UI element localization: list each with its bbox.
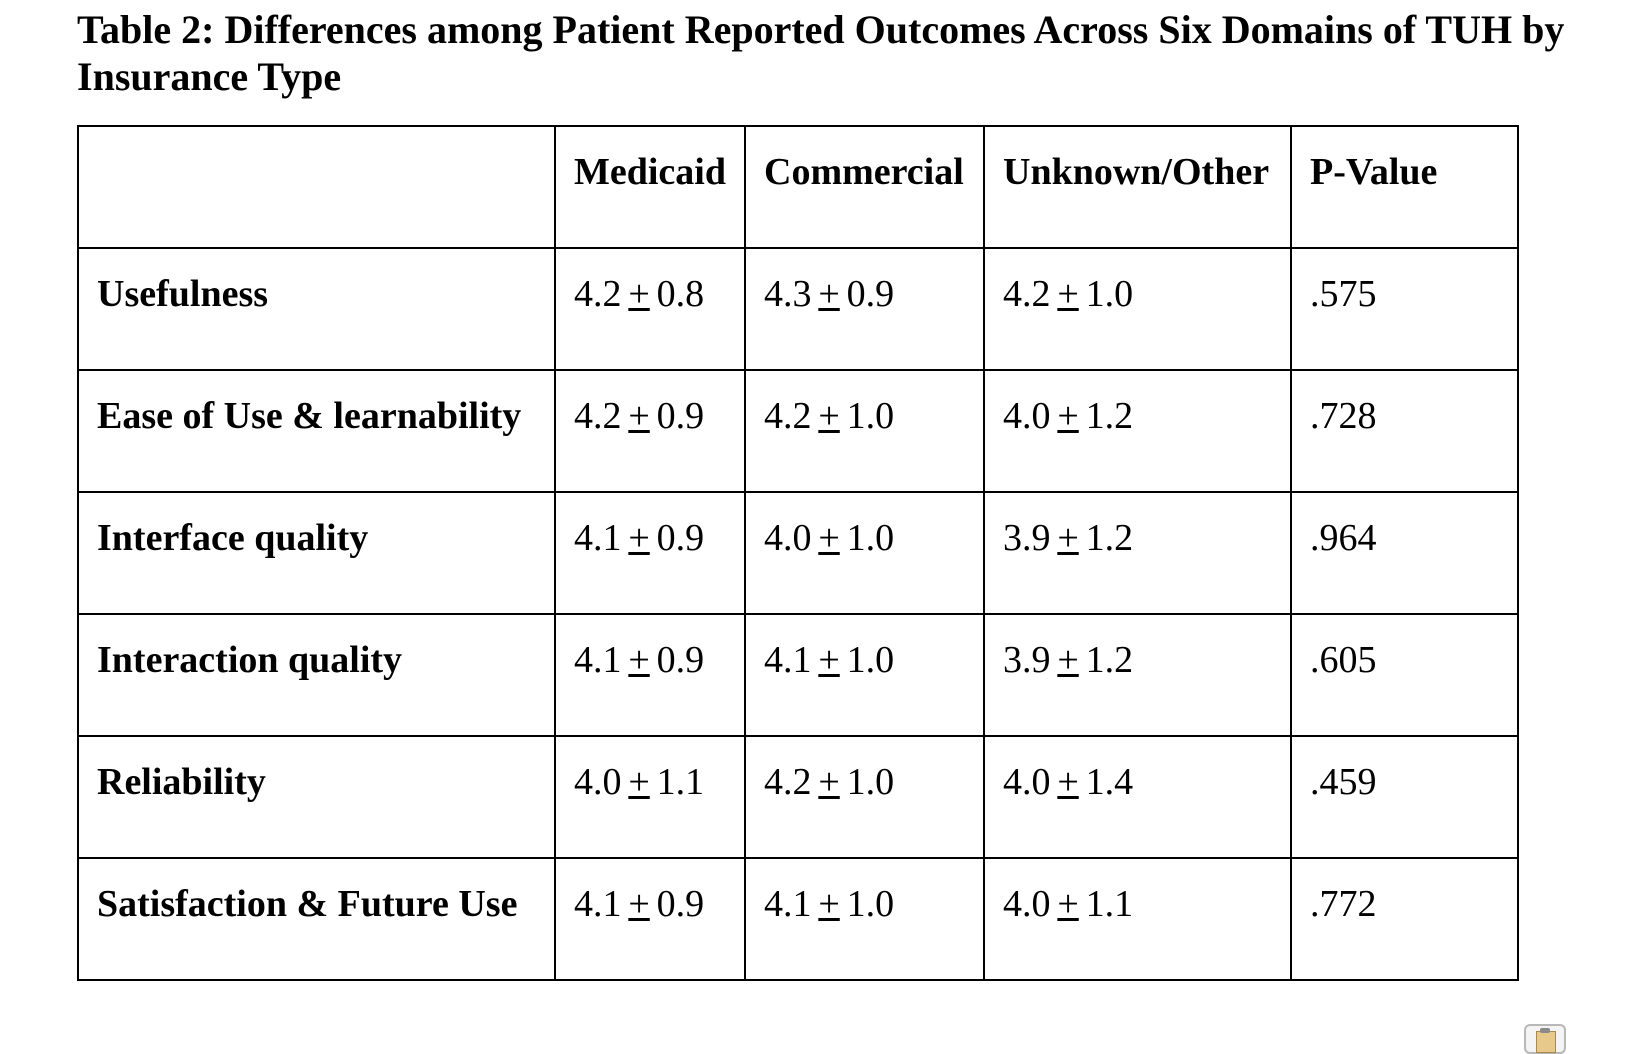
table-row: Satisfaction & Future Use 4.1 +0.9 4.1 +1.0 4… [77, 857, 1519, 981]
mean-value: 4.0 [1003, 761, 1051, 803]
unknown-other-cell: 4.0 +1.1 [983, 857, 1292, 981]
medicaid-cell: 4.2 +0.8 [554, 247, 746, 371]
medicaid-cell: 4.1 +0.9 [554, 857, 746, 981]
p-value-cell: .728 [1290, 369, 1519, 493]
mean-value: 4.0 [574, 761, 622, 803]
mean-value: 3.9 [1003, 639, 1051, 681]
plus-minus-sign: + [818, 517, 840, 559]
mean-value: 4.2 [574, 273, 622, 315]
sd-value: 1.4 [1085, 761, 1134, 803]
commercial-cell: 4.3 +0.9 [744, 247, 985, 371]
plus-minus-sign: + [818, 639, 840, 681]
plus-minus-sign: + [628, 761, 650, 803]
mean-value: 4.2 [764, 761, 812, 803]
medicaid-cell: 4.2 +0.9 [554, 369, 746, 493]
p-value-cell: .964 [1290, 491, 1519, 615]
unknown-other-cell: 4.0 +1.4 [983, 735, 1292, 859]
row-label: Reliability [77, 735, 556, 859]
header-unknown-other: Unknown/Other [983, 125, 1292, 249]
sd-value: 0.9 [656, 883, 705, 925]
sd-value: 0.9 [656, 639, 705, 681]
plus-minus-sign: + [628, 273, 650, 315]
table-row: Interface quality 4.1 +0.9 4.0 +1.0 3.9 +1.2.9… [77, 491, 1519, 615]
plus-minus-sign: + [818, 883, 840, 925]
header-row: Medicaid Commercial Unknown/Other P-Valu… [77, 125, 1519, 249]
medicaid-cell: 4.0 +1.1 [554, 735, 746, 859]
mean-value: 4.0 [1003, 395, 1051, 437]
table-row: Interaction quality 4.1 +0.9 4.1 +1.0 3.9 +1.2… [77, 613, 1519, 737]
mean-value: 4.1 [574, 883, 622, 925]
mean-value: 4.2 [1003, 273, 1051, 315]
header-empty-cell [77, 125, 556, 249]
sd-value: 1.0 [1085, 273, 1134, 315]
mean-value: 4.2 [574, 395, 622, 437]
commercial-cell: 4.2 +1.0 [744, 369, 985, 493]
sd-value: 1.0 [846, 883, 895, 925]
sd-value: 1.0 [846, 639, 895, 681]
sd-value: 1.0 [846, 517, 895, 559]
sd-value: 0.9 [846, 273, 895, 315]
sd-value: 1.2 [1085, 639, 1134, 681]
table-title: Table 2: Differences among Patient Repor… [77, 7, 1565, 99]
mean-value: 4.1 [574, 639, 622, 681]
unknown-other-cell: 4.0 +1.2 [983, 369, 1292, 493]
unknown-other-cell: 4.2 +1.0 [983, 247, 1292, 371]
header-medicaid: Medicaid [554, 125, 746, 249]
plus-minus-sign: + [628, 639, 650, 681]
p-value-cell: .459 [1290, 735, 1519, 859]
plus-minus-sign: + [818, 273, 840, 315]
outcomes-table: Medicaid Commercial Unknown/Other P-Valu… [77, 125, 1519, 981]
plus-minus-sign: + [628, 517, 650, 559]
sd-value: 1.2 [1085, 395, 1134, 437]
medicaid-cell: 4.1 +0.9 [554, 491, 746, 615]
row-label: Usefulness [77, 247, 556, 371]
plus-minus-sign: + [1057, 883, 1079, 925]
plus-minus-sign: + [1057, 761, 1079, 803]
mean-value: 4.0 [1003, 883, 1051, 925]
mean-value: 4.1 [574, 517, 622, 559]
mean-value: 4.1 [764, 883, 812, 925]
mean-value: 4.2 [764, 395, 812, 437]
sd-value: 1.0 [846, 761, 895, 803]
clipboard-icon[interactable] [1524, 1024, 1566, 1054]
plus-minus-sign: + [1057, 273, 1079, 315]
p-value-cell: .772 [1290, 857, 1519, 981]
plus-minus-sign: + [1057, 517, 1079, 559]
medicaid-cell: 4.1 +0.9 [554, 613, 746, 737]
header-p-value: P-Value [1290, 125, 1519, 249]
sd-value: 1.1 [656, 761, 705, 803]
plus-minus-sign: + [628, 395, 650, 437]
mean-value: 4.1 [764, 639, 812, 681]
table-row: Reliability 4.0 +1.1 4.2 +1.0 4.0 +1.4.459 [77, 735, 1519, 859]
sd-value: 1.2 [1085, 517, 1134, 559]
commercial-cell: 4.0 +1.0 [744, 491, 985, 615]
unknown-other-cell: 3.9 +1.2 [983, 491, 1292, 615]
sd-value: 1.1 [1085, 883, 1134, 925]
plus-minus-sign: + [1057, 639, 1079, 681]
commercial-cell: 4.1 +1.0 [744, 613, 985, 737]
mean-value: 3.9 [1003, 517, 1051, 559]
plus-minus-sign: + [818, 761, 840, 803]
mean-value: 4.0 [764, 517, 812, 559]
row-label: Ease of Use & learnability [77, 369, 556, 493]
header-commercial: Commercial [744, 125, 985, 249]
sd-value: 0.8 [656, 273, 705, 315]
sd-value: 1.0 [846, 395, 895, 437]
sd-value: 0.9 [656, 395, 705, 437]
plus-minus-sign: + [818, 395, 840, 437]
commercial-cell: 4.2 +1.0 [744, 735, 985, 859]
row-label: Satisfaction & Future Use [77, 857, 556, 981]
plus-minus-sign: + [628, 883, 650, 925]
row-label: Interaction quality [77, 613, 556, 737]
sd-value: 0.9 [656, 517, 705, 559]
p-value-cell: .605 [1290, 613, 1519, 737]
commercial-cell: 4.1 +1.0 [744, 857, 985, 981]
unknown-other-cell: 3.9 +1.2 [983, 613, 1292, 737]
mean-value: 4.3 [764, 273, 812, 315]
table-row: Ease of Use & learnability 4.2 +0.9 4.2 +1.0… [77, 369, 1519, 493]
table-row: Usefulness 4.2 +0.8 4.3 +0.9 4.2 +1.0.575 [77, 247, 1519, 371]
p-value-cell: .575 [1290, 247, 1519, 371]
plus-minus-sign: + [1057, 395, 1079, 437]
row-label: Interface quality [77, 491, 556, 615]
